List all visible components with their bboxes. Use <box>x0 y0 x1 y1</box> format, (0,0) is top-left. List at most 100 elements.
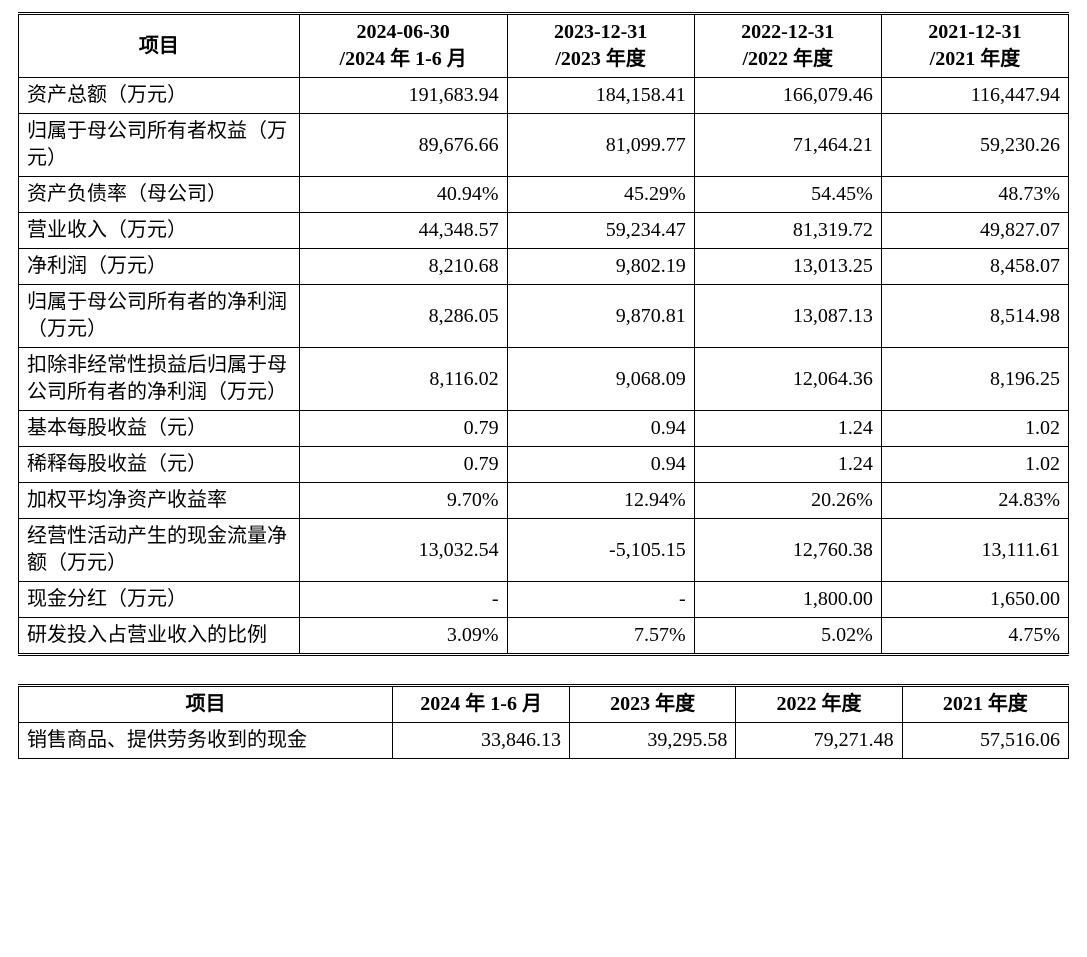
cell-value: 79,271.48 <box>736 723 902 759</box>
header-period-3: 2021 年度 <box>902 686 1068 723</box>
table-row: 净利润（万元）8,210.689,802.1913,013.258,458.07 <box>19 249 1069 285</box>
cell-value: 33,846.13 <box>393 723 570 759</box>
row-label: 归属于母公司所有者权益（万元） <box>19 114 300 177</box>
cell-value: 1,800.00 <box>694 582 881 618</box>
cell-value: - <box>507 582 694 618</box>
cell-value: 57,516.06 <box>902 723 1068 759</box>
row-label: 现金分红（万元） <box>19 582 300 618</box>
cell-value: 20.26% <box>694 483 881 519</box>
cell-value: 0.79 <box>299 447 507 483</box>
cell-value: 191,683.94 <box>299 78 507 114</box>
cell-value: 24.83% <box>881 483 1068 519</box>
table-row: 归属于母公司所有者的净利润（万元）8,286.059,870.8113,087.… <box>19 285 1069 348</box>
cell-value: 9.70% <box>299 483 507 519</box>
cell-value: 40.94% <box>299 177 507 213</box>
cell-value: 8,210.68 <box>299 249 507 285</box>
cell-value: 8,458.07 <box>881 249 1068 285</box>
table-header-row: 项目 2024 年 1-6 月 2023 年度 2022 年度 2021 年度 <box>19 686 1069 723</box>
cell-value: 13,032.54 <box>299 519 507 582</box>
cell-value: 8,196.25 <box>881 348 1068 411</box>
table-row: 现金分红（万元）--1,800.001,650.00 <box>19 582 1069 618</box>
cell-value: 59,234.47 <box>507 213 694 249</box>
cell-value: - <box>299 582 507 618</box>
cell-value: 81,099.77 <box>507 114 694 177</box>
header-period-1-l1: 2023-12-31 <box>516 19 686 46</box>
cell-value: 3.09% <box>299 618 507 655</box>
row-label: 稀释每股收益（元） <box>19 447 300 483</box>
row-label: 营业收入（万元） <box>19 213 300 249</box>
table-row: 研发投入占营业收入的比例3.09%7.57%5.02%4.75% <box>19 618 1069 655</box>
table-row: 营业收入（万元）44,348.5759,234.4781,319.7249,82… <box>19 213 1069 249</box>
row-label: 归属于母公司所有者的净利润（万元） <box>19 285 300 348</box>
cell-value: 8,116.02 <box>299 348 507 411</box>
financial-summary-table: 项目 2024-06-30 /2024 年 1-6 月 2023-12-31 /… <box>18 12 1069 656</box>
cash-receipts-table: 项目 2024 年 1-6 月 2023 年度 2022 年度 2021 年度 … <box>18 684 1069 759</box>
cell-value: 0.94 <box>507 411 694 447</box>
row-label: 净利润（万元） <box>19 249 300 285</box>
header-period-1: 2023 年度 <box>569 686 735 723</box>
header-period-3: 2021-12-31 /2021 年度 <box>881 14 1068 78</box>
header-item: 项目 <box>19 14 300 78</box>
cell-value: -5,105.15 <box>507 519 694 582</box>
header-period-1-l2: /2023 年度 <box>516 46 686 73</box>
cell-value: 54.45% <box>694 177 881 213</box>
row-label: 经营性活动产生的现金流量净额（万元） <box>19 519 300 582</box>
cell-value: 9,068.09 <box>507 348 694 411</box>
cell-value: 0.94 <box>507 447 694 483</box>
cell-value: 12,760.38 <box>694 519 881 582</box>
header-period-2: 2022 年度 <box>736 686 902 723</box>
cell-value: 8,514.98 <box>881 285 1068 348</box>
header-period-0: 2024 年 1-6 月 <box>393 686 570 723</box>
row-label: 资产负债率（母公司） <box>19 177 300 213</box>
cell-value: 48.73% <box>881 177 1068 213</box>
header-period-1: 2023-12-31 /2023 年度 <box>507 14 694 78</box>
cell-value: 13,111.61 <box>881 519 1068 582</box>
table-row: 基本每股收益（元）0.790.941.241.02 <box>19 411 1069 447</box>
cell-value: 45.29% <box>507 177 694 213</box>
cell-value: 116,447.94 <box>881 78 1068 114</box>
table-row: 稀释每股收益（元）0.790.941.241.02 <box>19 447 1069 483</box>
cell-value: 1.24 <box>694 411 881 447</box>
cell-value: 59,230.26 <box>881 114 1068 177</box>
row-label: 基本每股收益（元） <box>19 411 300 447</box>
header-period-2-l2: /2022 年度 <box>703 46 873 73</box>
cell-value: 0.79 <box>299 411 507 447</box>
cell-value: 1.24 <box>694 447 881 483</box>
cell-value: 49,827.07 <box>881 213 1068 249</box>
cell-value: 44,348.57 <box>299 213 507 249</box>
table-row: 归属于母公司所有者权益（万元）89,676.6681,099.7771,464.… <box>19 114 1069 177</box>
header-period-0: 2024-06-30 /2024 年 1-6 月 <box>299 14 507 78</box>
header-item: 项目 <box>19 686 393 723</box>
cell-value: 9,802.19 <box>507 249 694 285</box>
cell-value: 39,295.58 <box>569 723 735 759</box>
cell-value: 13,013.25 <box>694 249 881 285</box>
row-label: 研发投入占营业收入的比例 <box>19 618 300 655</box>
header-period-0-l1: 2024-06-30 <box>308 19 499 46</box>
header-period-2: 2022-12-31 /2022 年度 <box>694 14 881 78</box>
cell-value: 12.94% <box>507 483 694 519</box>
row-label: 销售商品、提供劳务收到的现金 <box>19 723 393 759</box>
header-period-3-l1: 2021-12-31 <box>890 19 1060 46</box>
table-row: 销售商品、提供劳务收到的现金33,846.1339,295.5879,271.4… <box>19 723 1069 759</box>
cell-value: 5.02% <box>694 618 881 655</box>
table-row: 加权平均净资产收益率9.70%12.94%20.26%24.83% <box>19 483 1069 519</box>
cell-value: 89,676.66 <box>299 114 507 177</box>
cell-value: 4.75% <box>881 618 1068 655</box>
cell-value: 7.57% <box>507 618 694 655</box>
cell-value: 81,319.72 <box>694 213 881 249</box>
header-period-2-l1: 2022-12-31 <box>703 19 873 46</box>
cell-value: 9,870.81 <box>507 285 694 348</box>
row-label: 扣除非经常性损益后归属于母公司所有者的净利润（万元） <box>19 348 300 411</box>
table-row: 资产总额（万元）191,683.94184,158.41166,079.4611… <box>19 78 1069 114</box>
cell-value: 1.02 <box>881 411 1068 447</box>
table-row: 资产负债率（母公司）40.94%45.29%54.45%48.73% <box>19 177 1069 213</box>
cell-value: 13,087.13 <box>694 285 881 348</box>
row-label: 资产总额（万元） <box>19 78 300 114</box>
table-row: 扣除非经常性损益后归属于母公司所有者的净利润（万元）8,116.029,068.… <box>19 348 1069 411</box>
table-row: 经营性活动产生的现金流量净额（万元）13,032.54-5,105.1512,7… <box>19 519 1069 582</box>
cell-value: 8,286.05 <box>299 285 507 348</box>
header-period-0-l2: /2024 年 1-6 月 <box>308 46 499 73</box>
row-label: 加权平均净资产收益率 <box>19 483 300 519</box>
cell-value: 71,464.21 <box>694 114 881 177</box>
cell-value: 1.02 <box>881 447 1068 483</box>
